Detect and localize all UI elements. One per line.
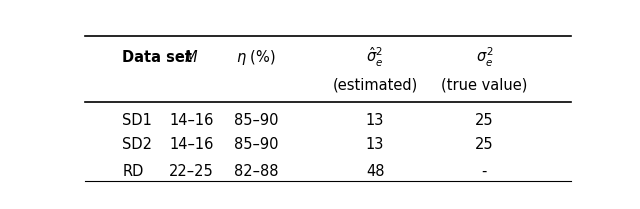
Text: $M$: $M$ [184,49,198,65]
Text: $\eta$ (%): $\eta$ (%) [236,48,276,67]
Text: 22–25: 22–25 [169,164,214,179]
Text: 13: 13 [366,138,384,153]
Text: -: - [481,164,487,179]
Text: 25: 25 [475,112,493,127]
Text: (estimated): (estimated) [333,78,418,93]
Text: Data set: Data set [122,50,192,65]
Text: 13: 13 [366,112,384,127]
Text: 25: 25 [475,138,493,153]
Text: 85–90: 85–90 [234,112,278,127]
Text: SD2: SD2 [122,138,152,153]
Text: 85–90: 85–90 [234,138,278,153]
Text: 48: 48 [366,164,385,179]
Text: RD: RD [122,164,143,179]
Text: (true value): (true value) [441,78,527,93]
Text: 82–88: 82–88 [234,164,278,179]
Text: 14–16: 14–16 [170,138,214,153]
Text: 14–16: 14–16 [170,112,214,127]
Text: $\sigma_e^2$: $\sigma_e^2$ [476,46,493,69]
Text: SD1: SD1 [122,112,152,127]
Text: $\hat{\sigma}_e^2$: $\hat{\sigma}_e^2$ [367,46,384,69]
